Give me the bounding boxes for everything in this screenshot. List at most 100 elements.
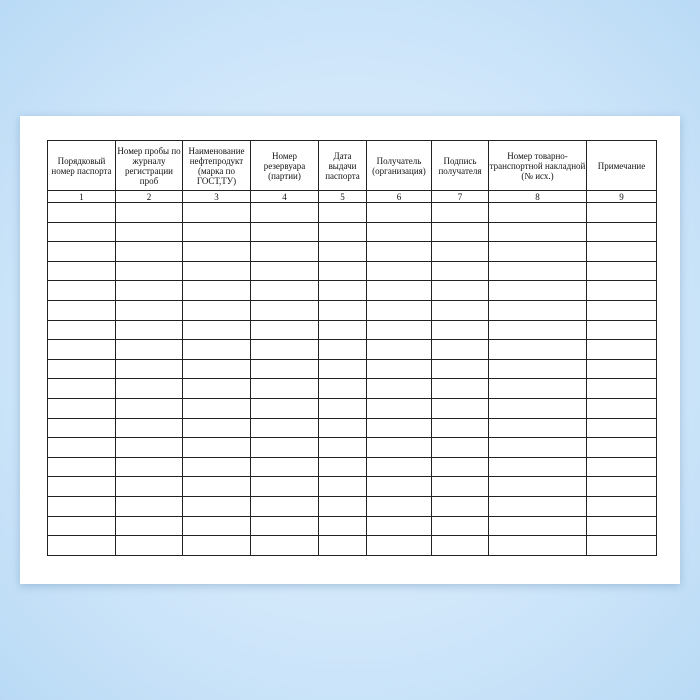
empty-cell (431, 535, 489, 556)
empty-cell (47, 495, 116, 517)
empty-cell (115, 535, 183, 556)
empty-cell (431, 319, 489, 341)
empty-cell (318, 202, 367, 223)
column-number: 8 (488, 190, 587, 203)
empty-cell (318, 437, 367, 458)
empty-cell (431, 358, 489, 380)
empty-cell (431, 476, 489, 497)
empty-cell (586, 358, 657, 380)
empty-cell (182, 260, 251, 282)
empty-cell (250, 319, 319, 341)
empty-cell (318, 535, 367, 556)
table-row (47, 437, 657, 458)
empty-cell (488, 358, 587, 380)
empty-cell (47, 515, 116, 537)
empty-cell (431, 202, 489, 223)
empty-cell (182, 378, 251, 399)
empty-cell (115, 358, 183, 380)
empty-cell (431, 299, 489, 321)
table-row (47, 319, 657, 341)
empty-cell (488, 397, 587, 419)
empty-cell (47, 476, 116, 497)
empty-cell (47, 535, 116, 556)
empty-cell (366, 378, 432, 399)
empty-cell (47, 456, 116, 478)
empty-cell (115, 515, 183, 537)
empty-cell (250, 339, 319, 360)
column-header: Номер пробы по журналу регистрации проб (115, 140, 183, 191)
empty-cell (366, 339, 432, 360)
empty-cell (431, 495, 489, 517)
empty-cell (318, 417, 367, 439)
table-row (47, 515, 657, 537)
empty-cell (318, 260, 367, 282)
empty-cell (586, 417, 657, 439)
empty-cell (250, 535, 319, 556)
empty-cell (586, 378, 657, 399)
empty-cell (47, 437, 116, 458)
column-number: 3 (182, 190, 251, 203)
table-row (47, 456, 657, 478)
empty-cell (182, 202, 251, 223)
empty-cell (318, 456, 367, 478)
column-number: 9 (586, 190, 657, 203)
column-header: Номер резервуара (партии) (250, 140, 319, 191)
table-row (47, 397, 657, 419)
empty-cell (318, 378, 367, 399)
empty-cell (182, 397, 251, 419)
column-header: Получатель (организация) (366, 140, 432, 191)
empty-cell (586, 260, 657, 282)
table-row (47, 241, 657, 262)
table-row (47, 417, 657, 439)
header-row: Порядковый номер паспорта Номер пробы по … (47, 140, 657, 191)
empty-cell (488, 515, 587, 537)
empty-cell (586, 535, 657, 556)
empty-cell (318, 241, 367, 262)
empty-cell (586, 397, 657, 419)
empty-cell (182, 221, 251, 243)
empty-cell (47, 319, 116, 341)
empty-cell (115, 476, 183, 497)
empty-cell (366, 221, 432, 243)
table-row (47, 202, 657, 223)
empty-cell (182, 299, 251, 321)
table-row (47, 476, 657, 497)
table-row (47, 280, 657, 301)
passport-register-table: Порядковый номер паспорта Номер пробы по … (47, 140, 657, 556)
empty-cell (182, 515, 251, 537)
empty-cell (366, 535, 432, 556)
empty-cell (318, 280, 367, 301)
empty-cell (47, 397, 116, 419)
empty-cell (488, 495, 587, 517)
column-header: Наименование нефтепродукт (марка по ГОСТ… (182, 140, 251, 191)
empty-cell (250, 456, 319, 478)
empty-cell (586, 339, 657, 360)
empty-cell (431, 241, 489, 262)
empty-cell (182, 437, 251, 458)
empty-cell (431, 437, 489, 458)
empty-cell (586, 476, 657, 497)
table-row (47, 495, 657, 517)
empty-cell (182, 358, 251, 380)
empty-cell (182, 456, 251, 478)
empty-cell (586, 221, 657, 243)
empty-cell (115, 299, 183, 321)
empty-cell (366, 476, 432, 497)
empty-cell (488, 476, 587, 497)
empty-cell (586, 280, 657, 301)
empty-cell (366, 417, 432, 439)
empty-cell (182, 241, 251, 262)
empty-cell (250, 202, 319, 223)
empty-cell (431, 397, 489, 419)
empty-cell (318, 515, 367, 537)
empty-cell (488, 437, 587, 458)
empty-cell (488, 280, 587, 301)
table-row (47, 358, 657, 380)
empty-cell (488, 339, 587, 360)
empty-cell (47, 299, 116, 321)
empty-cell (318, 299, 367, 321)
table-row (47, 339, 657, 360)
empty-cell (366, 397, 432, 419)
document-sheet: Порядковый номер паспорта Номер пробы по … (20, 116, 680, 584)
empty-cell (47, 260, 116, 282)
